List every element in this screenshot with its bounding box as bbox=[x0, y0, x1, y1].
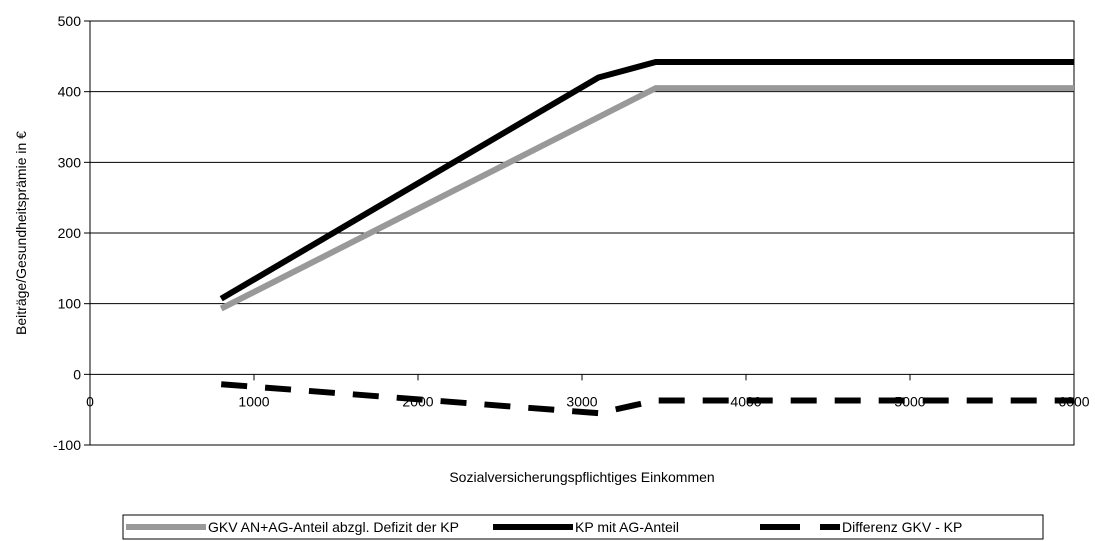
y-tick-label: 400 bbox=[58, 84, 82, 100]
legend-label: KP mit AG-Anteil bbox=[575, 519, 679, 535]
legend-label: GKV AN+AG-Anteil abzgl. Defizit der KP bbox=[208, 519, 459, 535]
x-axis-title: Sozialversicherungspflichtiges Einkommen bbox=[449, 469, 714, 485]
x-tick-label: 1000 bbox=[238, 393, 269, 409]
series-line-3 bbox=[220, 381, 1074, 417]
axes bbox=[84, 20, 1075, 446]
y-tick-label: 0 bbox=[73, 366, 81, 382]
series-line-2 bbox=[219, 59, 1074, 302]
x-tick-label: 5000 bbox=[894, 393, 925, 409]
series-lines bbox=[219, 59, 1074, 417]
x-tick-label: 6000 bbox=[1058, 393, 1089, 409]
y-tick-label: 500 bbox=[58, 13, 82, 29]
x-tick-label: 3000 bbox=[566, 393, 597, 409]
y-tick-labels: -100 0 100 200 300 400 500 bbox=[53, 13, 81, 453]
y-tick-label: 200 bbox=[58, 225, 82, 241]
x-tick-labels: 0 1000 2000 3000 4000 5000 6000 bbox=[86, 393, 1090, 409]
legend: GKV AN+AG-Anteil abzgl. Defizit der KP KP… bbox=[122, 514, 1044, 540]
y-tick-label: 100 bbox=[58, 296, 82, 312]
legend-label: Differenz GKV - KP bbox=[842, 519, 962, 535]
series-line-1 bbox=[219, 85, 1074, 312]
x-tick-label: 4000 bbox=[730, 393, 761, 409]
x-tick-label: 2000 bbox=[402, 393, 433, 409]
y-tick-label: 300 bbox=[58, 154, 82, 170]
y-axis-title: Beiträge/Gesundheitsprämie in € bbox=[13, 131, 29, 335]
y-tick-label: -100 bbox=[53, 437, 81, 453]
x-tick-label: 0 bbox=[86, 393, 94, 409]
legend-box bbox=[122, 514, 1044, 540]
